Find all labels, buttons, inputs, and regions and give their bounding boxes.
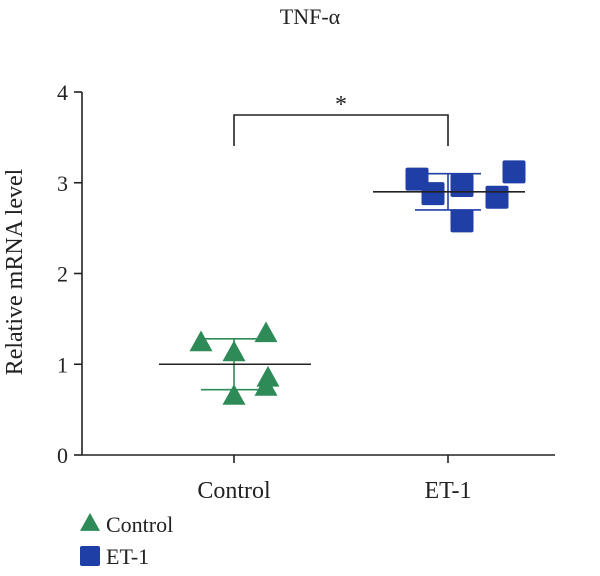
significance-bracket: * <box>233 92 449 146</box>
data-point <box>485 185 509 209</box>
data-point <box>450 173 474 197</box>
y-tick-label: 1 <box>57 352 68 377</box>
data-point <box>254 321 278 343</box>
legend: Control ET-1 <box>80 512 173 569</box>
data-point <box>256 365 280 387</box>
chart-title: TNF-α <box>280 4 341 29</box>
data-point <box>222 384 246 405</box>
x-categories: Control ET-1 <box>197 455 472 504</box>
y-tick-label: 3 <box>57 171 68 196</box>
legend-label: ET-1 <box>106 544 149 569</box>
significance-label: * <box>335 92 347 118</box>
legend-marker <box>80 512 100 531</box>
series-layer <box>159 160 526 405</box>
y-tick-label: 0 <box>57 443 68 468</box>
data-point <box>189 330 213 352</box>
y-axis-label: Relative mRNA level <box>2 168 28 375</box>
series-et-1 <box>373 160 526 233</box>
y-tick-label: 2 <box>57 262 68 287</box>
data-point <box>502 160 526 184</box>
x-category-label: ET-1 <box>424 478 471 504</box>
x-category-label: Control <box>197 478 271 504</box>
data-point <box>450 209 474 233</box>
series-control <box>159 321 311 405</box>
y-ticks: 0 1 2 3 4 <box>57 80 82 468</box>
legend-marker <box>80 546 100 566</box>
data-point <box>254 375 278 396</box>
legend-label: Control <box>106 512 173 537</box>
data-point <box>421 182 445 206</box>
significance-line <box>233 114 449 146</box>
y-tick-label: 4 <box>57 80 68 105</box>
data-point <box>222 340 246 362</box>
